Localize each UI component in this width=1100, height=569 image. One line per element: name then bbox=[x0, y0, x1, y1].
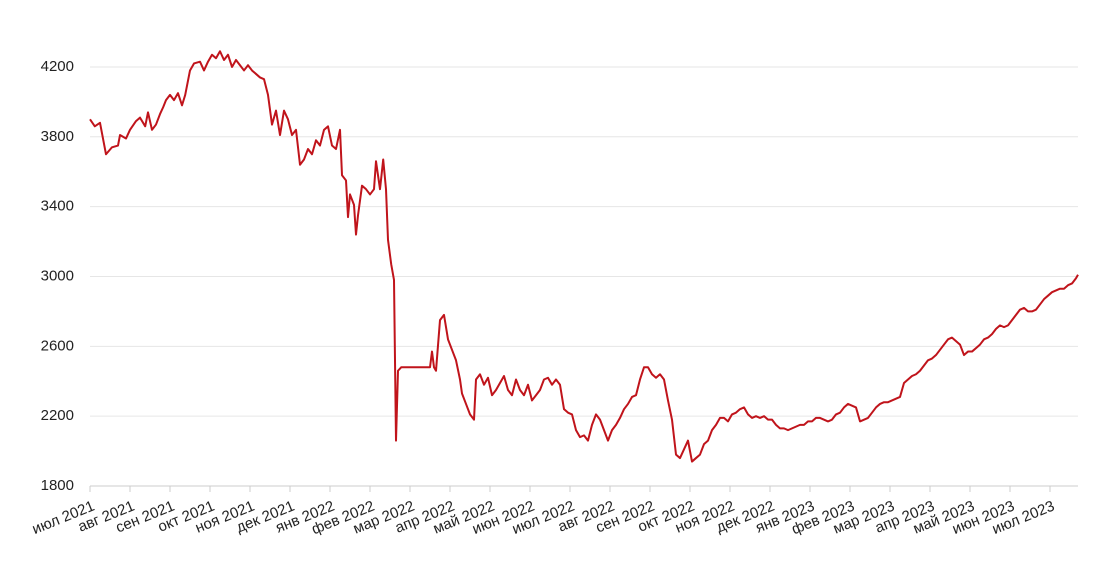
y-tick-label: 1800 bbox=[41, 477, 74, 494]
y-tick-label: 4200 bbox=[41, 58, 74, 75]
y-tick-label: 2600 bbox=[41, 337, 74, 354]
y-tick-label: 3000 bbox=[41, 267, 74, 284]
y-tick-label: 3400 bbox=[41, 198, 74, 215]
y-tick-label: 3800 bbox=[41, 128, 74, 145]
y-tick-label: 2200 bbox=[41, 407, 74, 424]
price-line bbox=[89, 50, 1079, 463]
